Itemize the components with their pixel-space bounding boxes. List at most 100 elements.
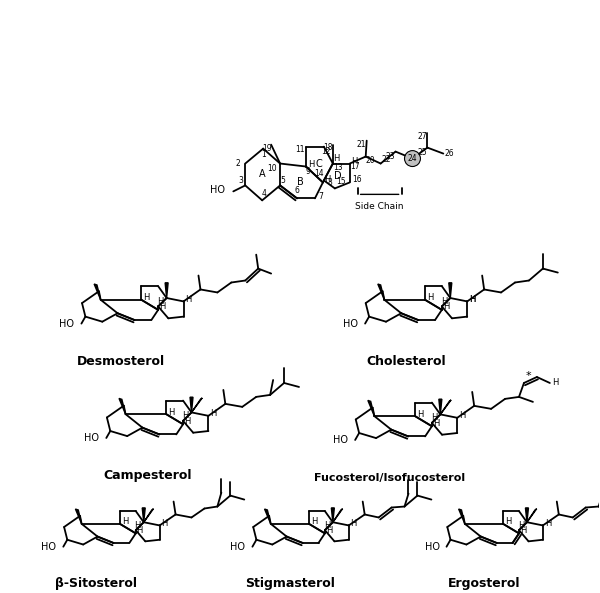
Circle shape <box>404 151 421 167</box>
Text: H: H <box>427 293 433 302</box>
Polygon shape <box>119 398 125 414</box>
Polygon shape <box>333 509 343 522</box>
Text: 17: 17 <box>350 162 359 171</box>
Text: H: H <box>520 526 526 535</box>
Text: 18: 18 <box>323 143 332 152</box>
Text: H: H <box>157 297 163 306</box>
Text: H: H <box>350 519 357 528</box>
Text: H: H <box>185 295 192 304</box>
Text: B: B <box>297 177 304 187</box>
Text: H: H <box>352 157 358 166</box>
Text: 23: 23 <box>386 152 395 161</box>
Text: D: D <box>334 171 342 181</box>
Text: H: H <box>122 517 128 527</box>
Text: H: H <box>326 526 332 535</box>
Text: H: H <box>210 409 217 418</box>
Text: 4: 4 <box>262 189 266 198</box>
Text: 19: 19 <box>262 144 272 153</box>
Text: HO: HO <box>59 318 74 329</box>
Polygon shape <box>191 398 202 412</box>
Polygon shape <box>165 283 168 298</box>
Text: H: H <box>308 160 314 169</box>
Text: H: H <box>440 297 447 306</box>
Text: 26: 26 <box>445 149 454 158</box>
Text: C: C <box>316 160 323 170</box>
Text: Fucosterol/Isofucosterol: Fucosterol/Isofucosterol <box>314 473 465 483</box>
Text: H: H <box>518 521 524 530</box>
Polygon shape <box>368 400 374 416</box>
Text: HO: HO <box>333 435 348 445</box>
Polygon shape <box>265 509 271 524</box>
Polygon shape <box>190 397 193 412</box>
Text: HO: HO <box>343 318 358 329</box>
Text: 8: 8 <box>328 178 332 187</box>
Polygon shape <box>142 508 145 522</box>
Text: 5: 5 <box>281 176 286 185</box>
Text: 2: 2 <box>236 159 241 168</box>
Text: H: H <box>433 419 439 428</box>
Polygon shape <box>439 399 442 415</box>
Text: H: H <box>134 521 141 530</box>
Text: 7: 7 <box>319 192 323 201</box>
Polygon shape <box>378 284 385 299</box>
Text: 24: 24 <box>407 154 417 163</box>
Text: 3: 3 <box>239 176 244 185</box>
Text: 10: 10 <box>268 164 277 173</box>
Text: Ergosterol: Ergosterol <box>448 577 520 590</box>
Text: H: H <box>182 412 188 420</box>
Text: H: H <box>143 293 149 302</box>
Text: Cholesterol: Cholesterol <box>367 355 446 368</box>
Text: 20: 20 <box>366 156 376 165</box>
Text: 13: 13 <box>333 163 343 172</box>
Text: H: H <box>469 295 475 304</box>
Text: 27: 27 <box>418 132 427 141</box>
Text: H: H <box>469 295 475 304</box>
Text: 25: 25 <box>418 148 427 157</box>
Text: A: A <box>259 170 266 180</box>
Polygon shape <box>526 508 529 522</box>
Text: H: H <box>332 154 339 163</box>
Text: H: H <box>545 519 551 528</box>
Polygon shape <box>94 284 101 299</box>
Polygon shape <box>76 509 82 524</box>
Text: H: H <box>168 407 174 417</box>
Polygon shape <box>331 508 334 522</box>
Text: H: H <box>311 517 317 527</box>
Text: 22: 22 <box>382 155 391 164</box>
Text: Side Chain: Side Chain <box>355 202 404 211</box>
Polygon shape <box>144 509 154 522</box>
Text: Desmosterol: Desmosterol <box>77 355 165 368</box>
Text: 6: 6 <box>295 186 299 195</box>
Text: HO: HO <box>41 542 56 551</box>
Text: HO: HO <box>85 433 100 443</box>
Text: 16: 16 <box>352 175 362 184</box>
Text: HO: HO <box>425 542 440 551</box>
Text: 1: 1 <box>261 150 266 159</box>
Polygon shape <box>527 509 537 522</box>
Text: 14: 14 <box>314 169 324 178</box>
Text: H: H <box>551 378 558 387</box>
Text: H: H <box>323 175 330 184</box>
Text: 15: 15 <box>336 177 346 186</box>
Text: H: H <box>505 517 511 527</box>
Polygon shape <box>449 283 452 298</box>
Text: Stigmasterol: Stigmasterol <box>245 577 335 590</box>
Text: H: H <box>431 413 437 422</box>
Text: *: * <box>526 371 532 381</box>
Text: H: H <box>184 417 190 426</box>
Polygon shape <box>458 509 465 524</box>
Text: H: H <box>459 412 466 420</box>
Text: β-Sitosterol: β-Sitosterol <box>55 577 137 590</box>
Text: 11: 11 <box>295 145 305 154</box>
Text: HO: HO <box>230 542 245 551</box>
Text: H: H <box>161 519 168 528</box>
Text: 21: 21 <box>357 140 367 149</box>
Text: H: H <box>417 410 423 419</box>
Text: HO: HO <box>211 186 226 195</box>
Text: H: H <box>137 526 143 535</box>
Text: H: H <box>159 302 166 311</box>
Text: H: H <box>443 302 449 311</box>
Text: Campesterol: Campesterol <box>103 470 192 482</box>
Text: 12: 12 <box>321 147 331 156</box>
Polygon shape <box>440 400 451 415</box>
